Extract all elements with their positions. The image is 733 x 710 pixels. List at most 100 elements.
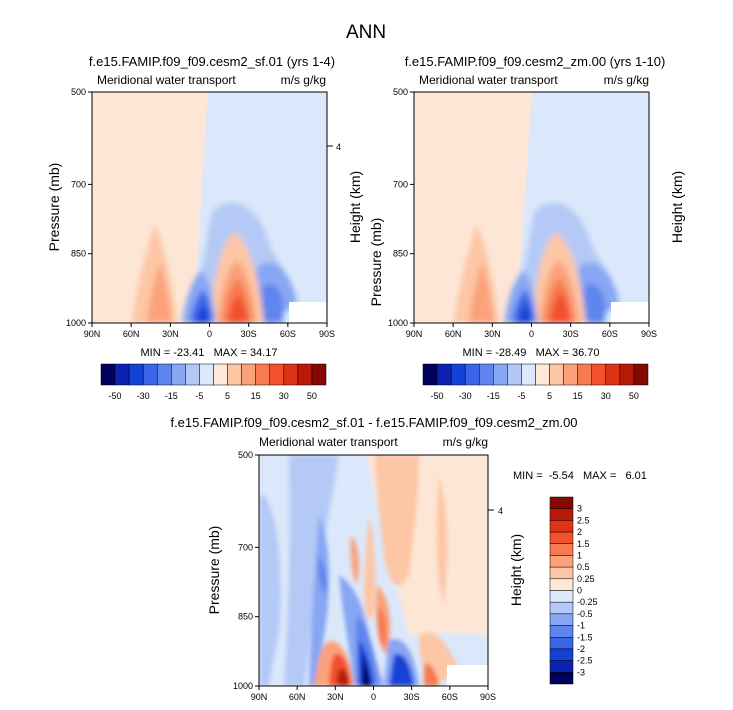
colorbar-label: 5 [225,391,230,401]
panel-2-y-axis-label: Pressure (mb) [368,218,384,307]
colorbar-label: 3 [577,504,582,514]
panel-2-x-ticks: 90N 60N 30N 0 30S 60S 90S [406,323,657,339]
y-tick-label: 850 [71,249,86,259]
colorbar-box [255,363,270,386]
panel-2-y2-axis-label: Height (km) [669,171,685,243]
colorbar-label: -0.25 [577,597,598,607]
panel-1-x-ticks: 90N 60N 30N 0 30S 60S 90S [84,323,335,339]
colorbar-box [507,363,522,386]
x-tick-label: 60S [280,329,296,339]
colorbar-box [549,566,574,580]
panel-1-subtitle-left: Meridional water transport [97,73,236,87]
colorbar-box [436,363,452,386]
x-tick-label: 90S [641,329,657,339]
colorbar-box [283,363,299,386]
x-tick-label: 60S [442,692,458,702]
colorbar-label: 1.5 [577,539,590,549]
panel-1-y2-axis-label: Height (km) [347,171,363,243]
panel-1-subtitle-right: m/s g/kg [281,73,326,87]
colorbar-label: -0.5 [577,609,593,619]
colorbar-box [213,363,228,386]
colorbar-box [619,363,635,386]
colorbar-label: -1 [577,621,585,631]
colorbar-label: -30 [459,391,472,401]
colorbar-label: 2.5 [577,515,590,525]
panel-1-stats: MIN = -23.41 MAX = 34.17 [141,347,278,359]
colorbar-box [549,648,574,661]
x-tick-label: 30N [327,692,344,702]
colorbar-box [297,363,313,386]
x-tick-label: 30N [484,329,501,339]
panel-3-y-ticks: 500 700 850 1000 [233,450,259,691]
colorbar-box [577,363,592,386]
colorbar-box [549,520,574,533]
panel-2-stats: MIN = -28.49 MAX = 36.70 [463,347,600,359]
colorbar-label: 1 [577,550,582,560]
colorbar-box [633,363,649,386]
x-tick-label: 30S [404,692,420,702]
colorbar-box [549,531,574,544]
colorbar-box [479,363,494,386]
colorbar-box [171,363,186,386]
panel-2-subtitle-left: Meridional water transport [419,73,558,87]
panel-2-plot-area [414,92,649,323]
x-tick-label: 90N [84,329,101,339]
colorbar-box [450,363,466,386]
y-tick-label: 1000 [233,681,253,691]
x-tick-label: 0 [529,329,534,339]
colorbar-box [549,625,574,638]
colorbar-label: 5 [547,391,552,401]
colorbar-box [227,363,242,386]
figure-title: ANN [346,22,386,43]
x-tick-label: 30S [241,329,257,339]
colorbar-label: -50 [431,391,444,401]
colorbar-label: 0.5 [577,562,590,572]
panel-3-y-axis-label: Pressure (mb) [206,526,222,615]
panel-1-y-ticks: 500 700 850 1000 [66,87,92,328]
colorbar-box [464,363,480,386]
colorbar-box [549,601,574,615]
colorbar-label: -5 [517,391,525,401]
panel-1-y2-tick-label: 4 [336,142,341,152]
colorbar-box [185,363,200,386]
colorbar-box [241,363,256,386]
x-tick-label: 90S [319,329,335,339]
colorbar-box [157,363,172,386]
colorbar-box [142,363,158,386]
y-tick-label: 500 [393,87,408,97]
colorbar-label: -50 [109,391,122,401]
panel-2-colorbar: -50 -30 -15 -5 5 15 30 50 [422,363,649,401]
panel-3: f.e15.FAMIP.f09_f09.cesm2_sf.01 - f.e15.… [170,415,646,702]
y-tick-label: 500 [71,87,86,97]
colorbar-label: 0.25 [577,574,595,584]
x-tick-label: 90N [406,329,423,339]
colorbar-box [549,613,574,626]
colorbar-label: -1.5 [577,632,593,642]
colorbar-label: 2 [577,527,582,537]
colorbar-label: -15 [165,391,178,401]
colorbar-label: 30 [279,391,289,401]
panel-2-title: f.e15.FAMIP.f09_f09.cesm2_zm.00 (yrs 1-1… [405,54,666,69]
panel-3-subtitle-left: Meridional water transport [259,435,398,449]
y-tick-label: 850 [238,612,253,622]
colorbar-box [114,363,130,386]
y-tick-label: 700 [71,179,86,189]
x-tick-label: 60N [123,329,140,339]
colorbar-label: -2 [577,644,585,654]
x-tick-label: 60S [602,329,618,339]
panel-2-subtitle-right: m/s g/kg [604,73,649,87]
colorbar-label: -2.5 [577,656,593,666]
panel-3-plot-area [259,455,488,686]
colorbar-box [549,578,574,591]
x-tick-label: 0 [371,692,376,702]
colorbar-box [549,543,574,556]
panel-3-subtitle-right: m/s g/kg [443,435,488,449]
x-tick-label: 90N [251,692,268,702]
panel-2-y-ticks: 500 700 850 1000 [388,87,414,328]
colorbar-box [493,363,508,386]
colorbar-box [311,363,327,386]
colorbar-box [100,363,116,386]
y-tick-label: 1000 [388,318,408,328]
panel-3-y2-axis-label: Height (km) [508,534,524,606]
